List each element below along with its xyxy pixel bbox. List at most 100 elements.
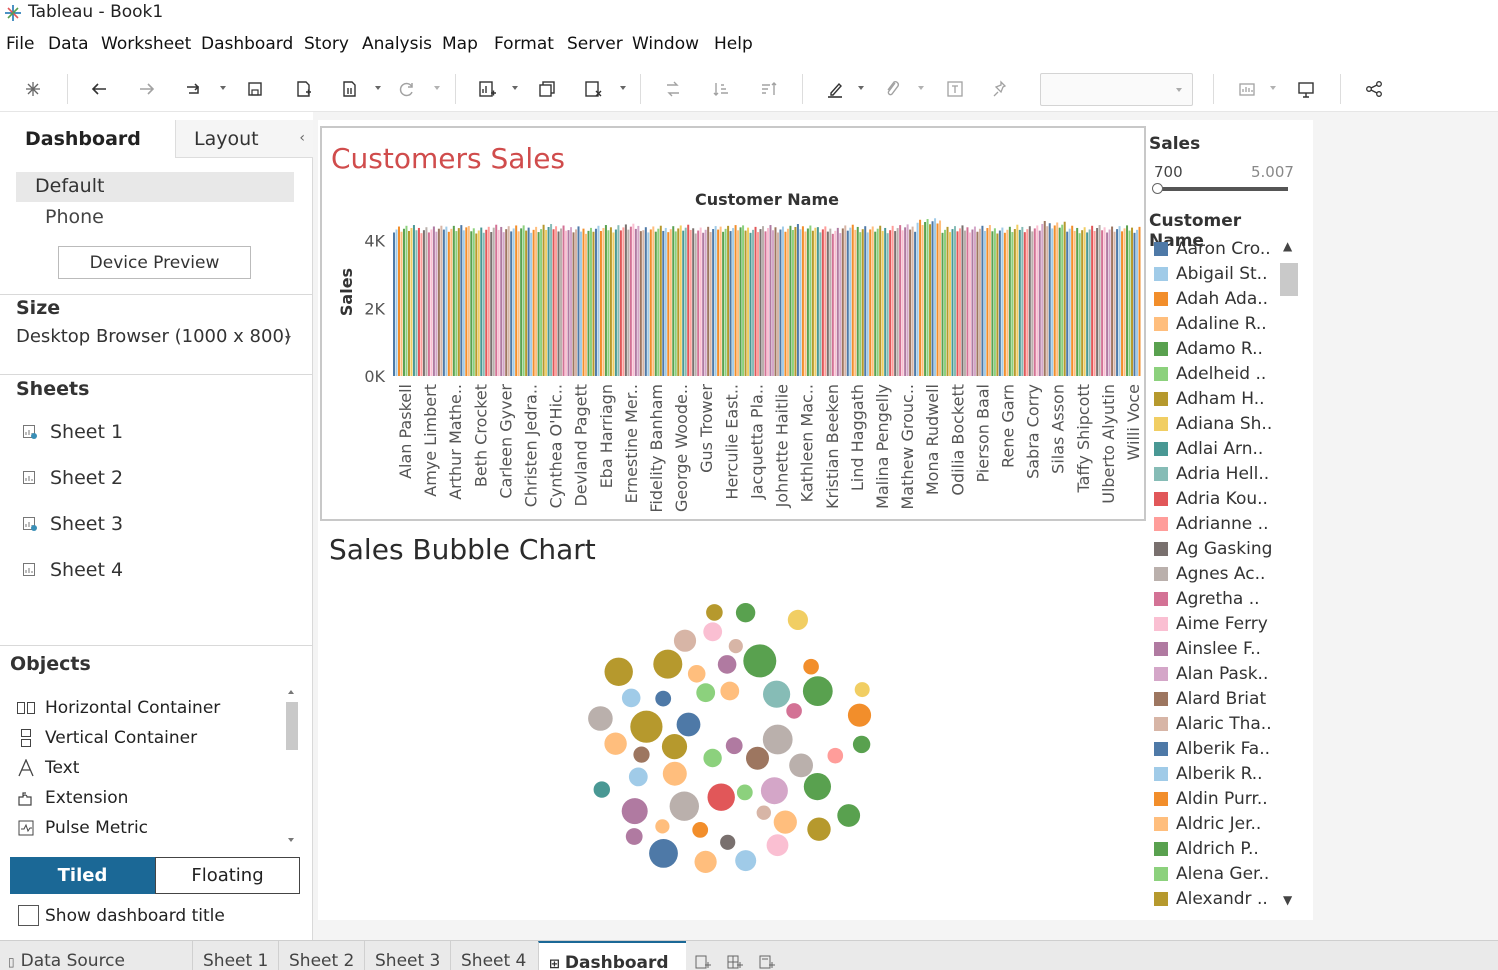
labels-icon[interactable]	[942, 76, 968, 102]
bubble[interactable]	[604, 732, 627, 755]
bubble[interactable]	[847, 703, 872, 727]
sort-descending-icon[interactable]	[756, 76, 782, 102]
legend-item[interactable]: Abigail St..	[1149, 261, 1279, 286]
bubble[interactable]	[687, 665, 706, 683]
bubble[interactable]	[621, 688, 641, 708]
legend-item[interactable]: Alena Ger..	[1149, 861, 1279, 886]
legend-item[interactable]: Aime Ferry	[1149, 611, 1279, 636]
tab-dashboard-1[interactable]: ⊞ Dashboard 1	[538, 941, 686, 970]
bubble[interactable]	[673, 629, 697, 652]
bubble[interactable]	[692, 822, 709, 838]
bubble[interactable]	[756, 805, 771, 820]
bubble[interactable]	[653, 649, 683, 679]
tab-dashboard[interactable]: Dashboard	[25, 128, 141, 150]
bubble[interactable]	[789, 753, 813, 778]
tableau-logo-icon[interactable]	[20, 76, 46, 102]
collapse-icon[interactable]: ‹	[299, 130, 305, 146]
legend-item[interactable]: Adria Hell..	[1149, 461, 1279, 486]
legend-item[interactable]: Aldric Jer..	[1149, 811, 1279, 836]
bubble[interactable]	[662, 761, 687, 786]
bubble[interactable]	[593, 781, 610, 798]
customers-sales-sheet[interactable]: Customers Sales	[320, 126, 1146, 521]
bubble[interactable]	[625, 828, 643, 845]
legend-item[interactable]: Adelheid ..	[1149, 361, 1279, 386]
swap-rows-columns-icon[interactable]	[660, 76, 686, 102]
menu-file[interactable]: File	[6, 34, 35, 54]
legend-item[interactable]: Alaric Tha..	[1149, 711, 1279, 736]
bubble[interactable]	[676, 712, 701, 737]
bubble[interactable]	[720, 681, 740, 701]
bubble[interactable]	[837, 804, 861, 827]
show-dashboard-title-toggle[interactable]: Show dashboard title	[18, 905, 225, 926]
bubble[interactable]	[694, 850, 717, 873]
menu-story[interactable]: Story	[304, 34, 349, 54]
menu-analysis[interactable]: Analysis	[362, 34, 433, 54]
new-story-icon[interactable]	[758, 953, 776, 970]
sales-size-legend[interactable]: Sales 700 5.007	[1149, 134, 1299, 194]
legend-item[interactable]: Alexandr ..	[1149, 886, 1279, 911]
bubble[interactable]	[736, 784, 753, 801]
bubble[interactable]	[706, 604, 723, 621]
share-icon[interactable]	[1361, 76, 1387, 102]
menu-data[interactable]: Data	[48, 34, 89, 54]
chevron-down-icon[interactable]	[285, 336, 291, 340]
bubble[interactable]	[588, 706, 613, 731]
bubble[interactable]	[725, 737, 743, 755]
checkbox[interactable]	[18, 905, 39, 926]
duplicate-sheet-icon[interactable]	[534, 76, 560, 102]
object-vertical-container[interactable]: Vertical Container	[16, 728, 197, 748]
legend-item[interactable]: Adah Ada..	[1149, 286, 1279, 311]
bubble[interactable]	[707, 783, 735, 811]
bubble[interactable]	[661, 734, 688, 760]
sheet-item-4[interactable]: Sheet 4	[22, 556, 123, 584]
bubble[interactable]	[649, 839, 678, 868]
show-me-icon[interactable]	[1234, 76, 1260, 102]
replay-icon[interactable]	[180, 76, 206, 102]
bubble[interactable]	[628, 767, 648, 787]
bubble[interactable]	[669, 791, 699, 821]
redo-icon[interactable]	[134, 76, 160, 102]
legend-item[interactable]: Aldrich P..	[1149, 836, 1279, 861]
bubble[interactable]	[630, 710, 663, 743]
bubble[interactable]	[655, 819, 670, 834]
legend-item[interactable]: Ainslee F..	[1149, 636, 1279, 661]
tab-sheet-2[interactable]: Sheet 2	[278, 941, 364, 970]
fix-axes-icon[interactable]	[988, 76, 1014, 102]
presentation-mode-icon[interactable]	[1293, 76, 1319, 102]
objects-scrollbar[interactable]	[285, 686, 298, 846]
save-icon[interactable]	[242, 76, 268, 102]
menu-dashboard[interactable]: Dashboard	[201, 34, 294, 54]
tiled-button[interactable]: Tiled	[10, 857, 155, 894]
new-worksheet-icon[interactable]	[474, 76, 500, 102]
menu-worksheet[interactable]: Worksheet	[101, 34, 192, 54]
object-pulse-metric[interactable]: Pulse Metric	[16, 818, 148, 838]
bubble[interactable]	[852, 735, 871, 754]
object-extension[interactable]: Extension	[16, 788, 128, 808]
size-select[interactable]: Desktop Browser (1000 x 800)	[16, 326, 291, 347]
sales-bubble-chart[interactable]	[560, 570, 900, 915]
tab-layout[interactable]: Layout ‹	[175, 120, 313, 158]
legend-item[interactable]: Adlai Arn..	[1149, 436, 1279, 461]
legend-item[interactable]: Adria Kou..	[1149, 486, 1279, 511]
group-icon[interactable]	[880, 76, 906, 102]
sheet-item-3[interactable]: Sheet 3	[22, 510, 123, 538]
new-dashboard-icon[interactable]	[726, 953, 744, 970]
bubble[interactable]	[717, 655, 737, 674]
bubble[interactable]	[763, 680, 791, 708]
sort-ascending-icon[interactable]	[708, 76, 734, 102]
bubble[interactable]	[604, 657, 633, 686]
bubble[interactable]	[760, 777, 788, 805]
bubble[interactable]	[827, 747, 844, 764]
legend-item[interactable]: Aaron Cro..	[1149, 236, 1279, 261]
device-phone[interactable]: Phone	[45, 206, 104, 228]
bubble[interactable]	[762, 724, 793, 755]
bubble[interactable]	[743, 644, 777, 678]
pause-updates-icon[interactable]	[336, 76, 362, 102]
bubble[interactable]	[703, 622, 723, 642]
bubble[interactable]	[773, 810, 797, 834]
bubble[interactable]	[703, 748, 722, 768]
legend-item[interactable]: Alberik R..	[1149, 761, 1279, 786]
legend-item[interactable]: Alberik Fa..	[1149, 736, 1279, 761]
bubble[interactable]	[787, 609, 808, 630]
bubble[interactable]	[854, 682, 870, 698]
